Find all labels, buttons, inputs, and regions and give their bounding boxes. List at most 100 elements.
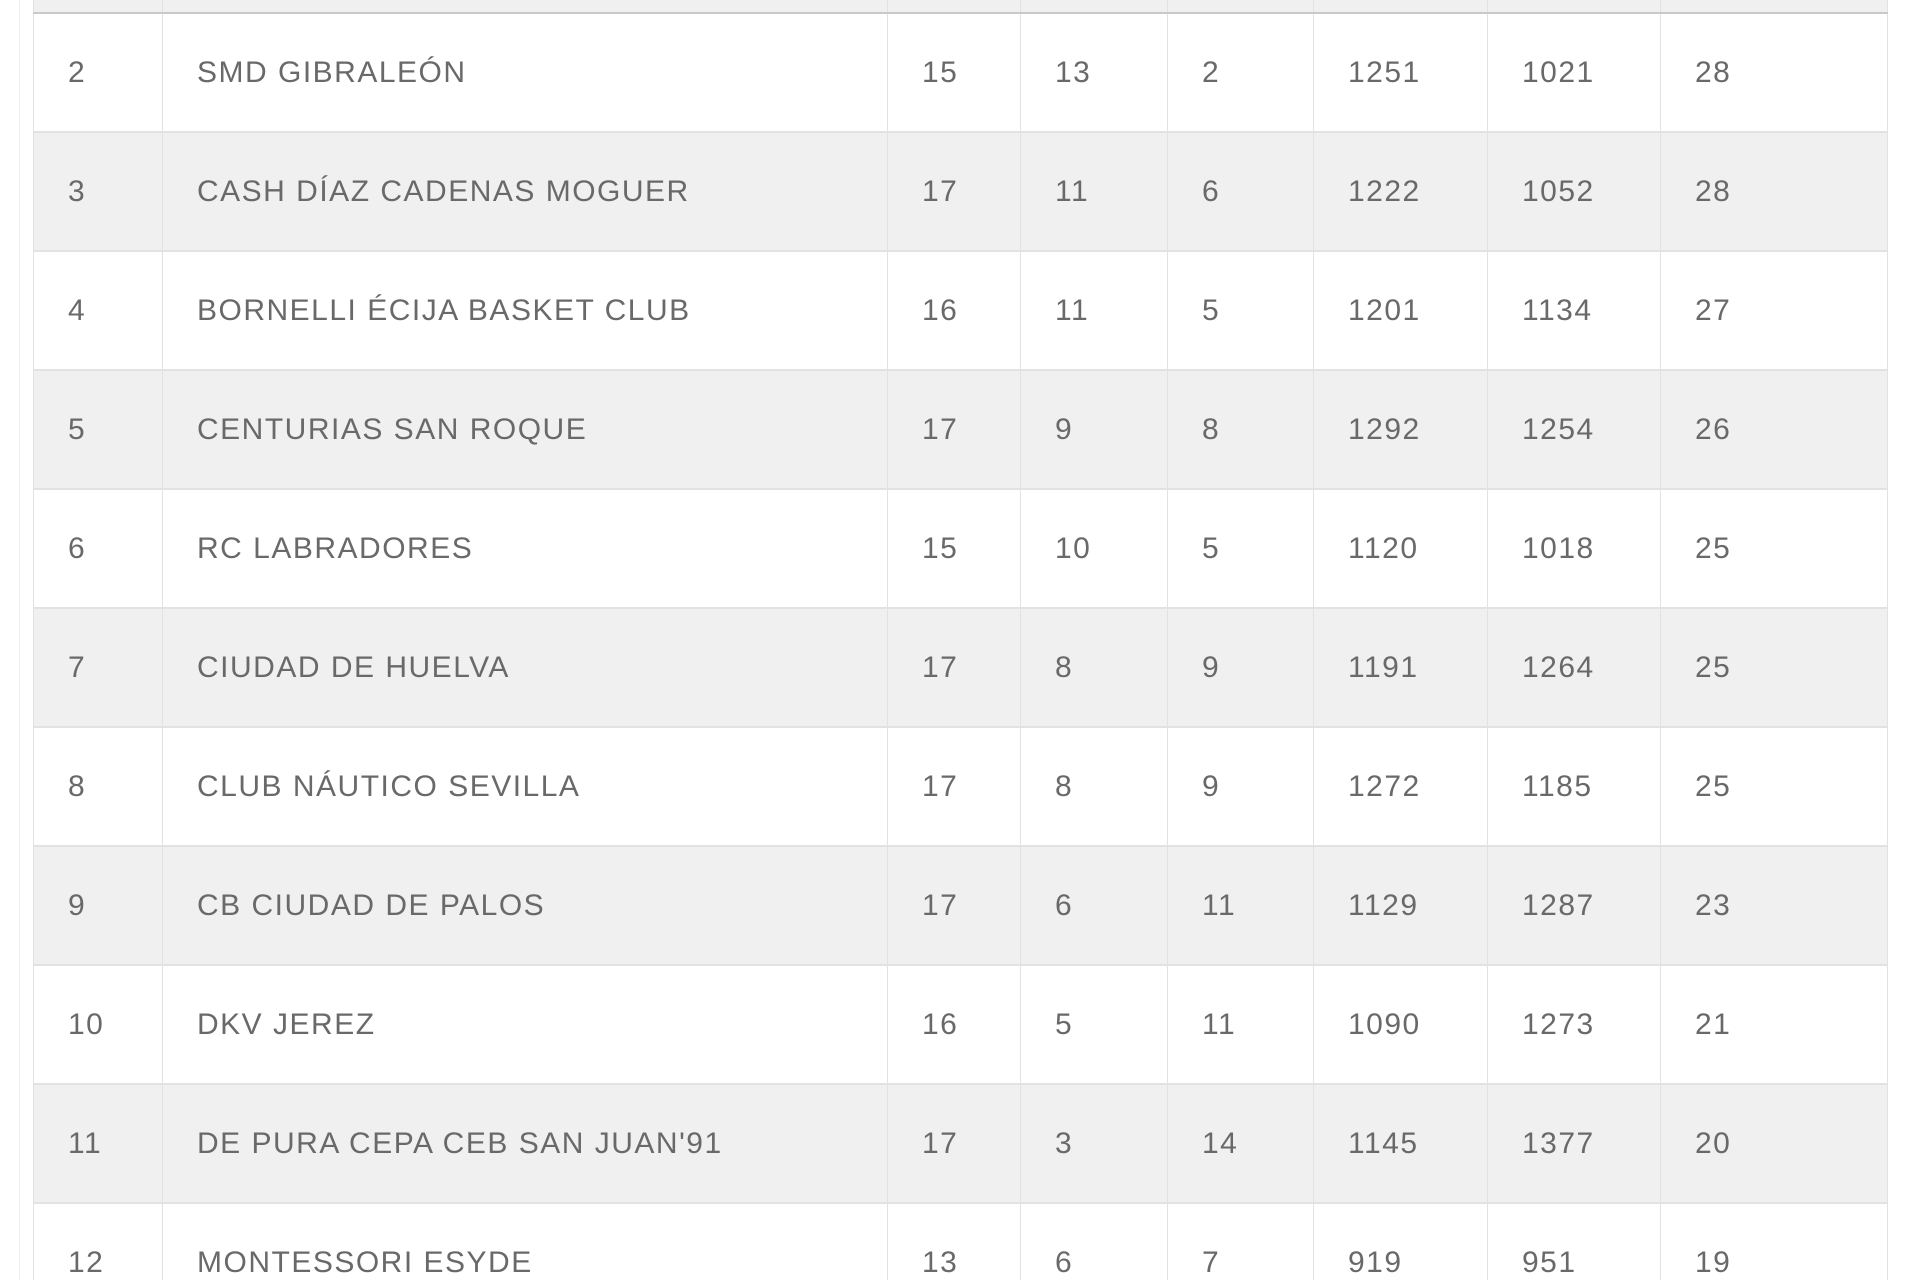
- cell-team: CASH DÍAZ CADENAS MOGUER: [162, 132, 888, 251]
- standings-table-container: 2 SMD GIBRALEÓN 15 13 2 1251 1021 28 3 C…: [33, 0, 1888, 1280]
- cell-points-for: 1129: [1313, 846, 1488, 965]
- cell-played: 16: [887, 965, 1021, 1084]
- table-row: 3 CASH DÍAZ CADENAS MOGUER 17 11 6 1222 …: [33, 132, 1888, 251]
- cell-played: 17: [887, 132, 1021, 251]
- table-row: 12 MONTESSORI ESYDE 13 6 7 919 951 19: [33, 1203, 1888, 1280]
- table-row: 2 SMD GIBRALEÓN 15 13 2 1251 1021 28: [33, 13, 1888, 132]
- cell-played: 17: [887, 727, 1021, 846]
- cell-won: 3: [1020, 1084, 1168, 1203]
- cell-position: 5: [33, 370, 163, 489]
- cell-won: 13: [1020, 13, 1168, 132]
- cell-lost: 9: [1167, 608, 1314, 727]
- cell-position: 4: [33, 251, 163, 370]
- cell-points-against: 1021: [1487, 13, 1661, 132]
- cell-position: 12: [33, 1203, 163, 1280]
- cell-points-for: 1251: [1313, 13, 1488, 132]
- cell-lost: 8: [1167, 370, 1314, 489]
- standings-table: 2 SMD GIBRALEÓN 15 13 2 1251 1021 28 3 C…: [33, 0, 1888, 1280]
- cell-points-for: 1201: [1313, 251, 1488, 370]
- cell-points-against: 1018: [1487, 489, 1661, 608]
- cell-points-against: 1273: [1487, 965, 1661, 1084]
- cell-points: 27: [1660, 251, 1888, 370]
- cell-points-against: 1185: [1487, 727, 1661, 846]
- cell-position: 7: [33, 608, 163, 727]
- cell-position: 6: [33, 489, 163, 608]
- table-row-partial-top: [33, 0, 1888, 13]
- cell-lost: 7: [1167, 1203, 1314, 1280]
- cell-points: 20: [1660, 1084, 1888, 1203]
- cell-lost: 5: [1167, 251, 1314, 370]
- cell-points-for: 1090: [1313, 965, 1488, 1084]
- cell-played: 17: [887, 846, 1021, 965]
- cell-lost: 11: [1167, 965, 1314, 1084]
- cell-points-against: 1287: [1487, 846, 1661, 965]
- cell-lost: 6: [1167, 132, 1314, 251]
- cell-lost: 11: [1167, 846, 1314, 965]
- cell-won: 5: [1020, 965, 1168, 1084]
- cell-lost: 5: [1167, 489, 1314, 608]
- cell-played: 16: [887, 251, 1021, 370]
- cell-points-against: 1254: [1487, 370, 1661, 489]
- cell-points-for: 1191: [1313, 608, 1488, 727]
- cell-played: 15: [887, 489, 1021, 608]
- cell-played: 17: [887, 608, 1021, 727]
- cell-team: DKV JEREZ: [162, 965, 888, 1084]
- cell-team: BORNELLI ÉCIJA BASKET CLUB: [162, 251, 888, 370]
- cell-points: 23: [1660, 846, 1888, 965]
- cell-team: DE PURA CEPA CEB SAN JUAN'91: [162, 1084, 888, 1203]
- cell-lost: [1167, 0, 1314, 13]
- cell-position: [33, 0, 163, 13]
- cell-points-against: 1264: [1487, 608, 1661, 727]
- cell-team: CB CIUDAD DE PALOS: [162, 846, 888, 965]
- cell-position: 2: [33, 13, 163, 132]
- cell-played: 17: [887, 1084, 1021, 1203]
- cell-points-for: 1145: [1313, 1084, 1488, 1203]
- cell-points-for: 1292: [1313, 370, 1488, 489]
- cell-won: 6: [1020, 846, 1168, 965]
- cell-position: 9: [33, 846, 163, 965]
- cell-won: 6: [1020, 1203, 1168, 1280]
- cell-position: 10: [33, 965, 163, 1084]
- table-row: 9 CB CIUDAD DE PALOS 17 6 11 1129 1287 2…: [33, 846, 1888, 965]
- cell-points-for: 919: [1313, 1203, 1488, 1280]
- cell-won: 10: [1020, 489, 1168, 608]
- cell-points-against: [1487, 0, 1661, 13]
- cell-points-for: 1222: [1313, 132, 1488, 251]
- table-row: 11 DE PURA CEPA CEB SAN JUAN'91 17 3 14 …: [33, 1084, 1888, 1203]
- cell-won: [1020, 0, 1168, 13]
- cell-played: 15: [887, 13, 1021, 132]
- cell-points-for: [1313, 0, 1488, 13]
- cell-points: 25: [1660, 608, 1888, 727]
- table-row: 8 CLUB NÁUTICO SEVILLA 17 8 9 1272 1185 …: [33, 727, 1888, 846]
- cell-points-against: 1052: [1487, 132, 1661, 251]
- cell-points-against: 1377: [1487, 1084, 1661, 1203]
- cell-won: 8: [1020, 608, 1168, 727]
- standings-body: 2 SMD GIBRALEÓN 15 13 2 1251 1021 28 3 C…: [33, 0, 1888, 1280]
- cell-position: 8: [33, 727, 163, 846]
- cell-points: 25: [1660, 727, 1888, 846]
- table-row: 6 RC LABRADORES 15 10 5 1120 1018 25: [33, 489, 1888, 608]
- cell-won: 11: [1020, 251, 1168, 370]
- cell-played: 13: [887, 1203, 1021, 1280]
- table-row: 10 DKV JEREZ 16 5 11 1090 1273 21: [33, 965, 1888, 1084]
- cell-team: SMD GIBRALEÓN: [162, 13, 888, 132]
- cell-team: CLUB NÁUTICO SEVILLA: [162, 727, 888, 846]
- cell-position: 3: [33, 132, 163, 251]
- cell-points-against: 951: [1487, 1203, 1661, 1280]
- cell-points: 28: [1660, 132, 1888, 251]
- cell-team: CIUDAD DE HUELVA: [162, 608, 888, 727]
- cell-won: 9: [1020, 370, 1168, 489]
- cell-points-for: 1120: [1313, 489, 1488, 608]
- cell-points-for: 1272: [1313, 727, 1488, 846]
- cell-team: MONTESSORI ESYDE: [162, 1203, 888, 1280]
- cell-team: RC LABRADORES: [162, 489, 888, 608]
- cell-lost: 2: [1167, 13, 1314, 132]
- cell-points: 21: [1660, 965, 1888, 1084]
- content-left-edge-line: [19, 0, 20, 1280]
- table-row: 7 CIUDAD DE HUELVA 17 8 9 1191 1264 25: [33, 608, 1888, 727]
- cell-won: 8: [1020, 727, 1168, 846]
- cell-points: [1660, 0, 1888, 13]
- table-row: 5 CENTURIAS SAN ROQUE 17 9 8 1292 1254 2…: [33, 370, 1888, 489]
- cell-team: [162, 0, 888, 13]
